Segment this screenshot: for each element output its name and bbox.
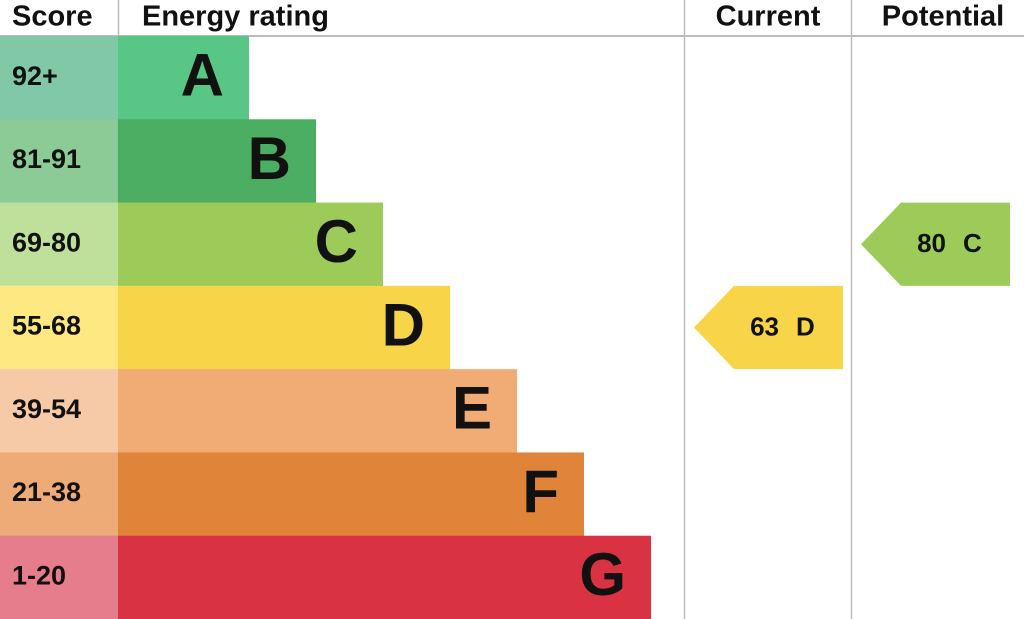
score-range: 92+ xyxy=(12,61,58,91)
score-cell xyxy=(0,202,118,287)
rating-bar xyxy=(118,535,651,619)
current-arrow xyxy=(694,285,843,370)
rating-letter: C xyxy=(315,208,358,275)
current-header: Current xyxy=(716,1,821,33)
rating-letter: A xyxy=(181,41,224,108)
score-range: 21-38 xyxy=(12,477,81,507)
rating-letter: D xyxy=(382,291,425,358)
score-range: 39-54 xyxy=(12,394,81,424)
rating-letter: B xyxy=(248,125,291,192)
rating-bar xyxy=(118,452,584,537)
score-cell xyxy=(0,285,118,370)
rating-bar xyxy=(118,119,316,204)
rating-bar xyxy=(118,36,249,120)
score-cell xyxy=(0,119,118,204)
potential-letter: C xyxy=(963,228,982,258)
potential-header: Potential xyxy=(882,1,1004,33)
rating-bar xyxy=(118,369,517,453)
score-header: Score xyxy=(12,1,93,33)
rating-bar xyxy=(118,285,450,370)
score-cell xyxy=(0,36,118,120)
potential-score: 80 xyxy=(917,228,946,258)
score-range: 81-91 xyxy=(12,144,81,174)
rating-letter: E xyxy=(452,375,492,442)
current-score: 63 xyxy=(750,311,779,341)
score-cell xyxy=(0,452,118,537)
score-cell xyxy=(0,535,118,619)
potential-arrow xyxy=(861,202,1010,286)
score-range: 1-20 xyxy=(12,560,66,590)
current-letter: D xyxy=(796,311,815,341)
rating-letter: F xyxy=(522,458,559,525)
rating-header: Energy rating xyxy=(142,1,329,33)
rating-letter: G xyxy=(579,541,626,608)
rating-bar xyxy=(118,202,383,287)
score-range: 55-68 xyxy=(12,311,81,341)
score-cell xyxy=(0,369,118,453)
score-range: 69-80 xyxy=(12,227,81,257)
